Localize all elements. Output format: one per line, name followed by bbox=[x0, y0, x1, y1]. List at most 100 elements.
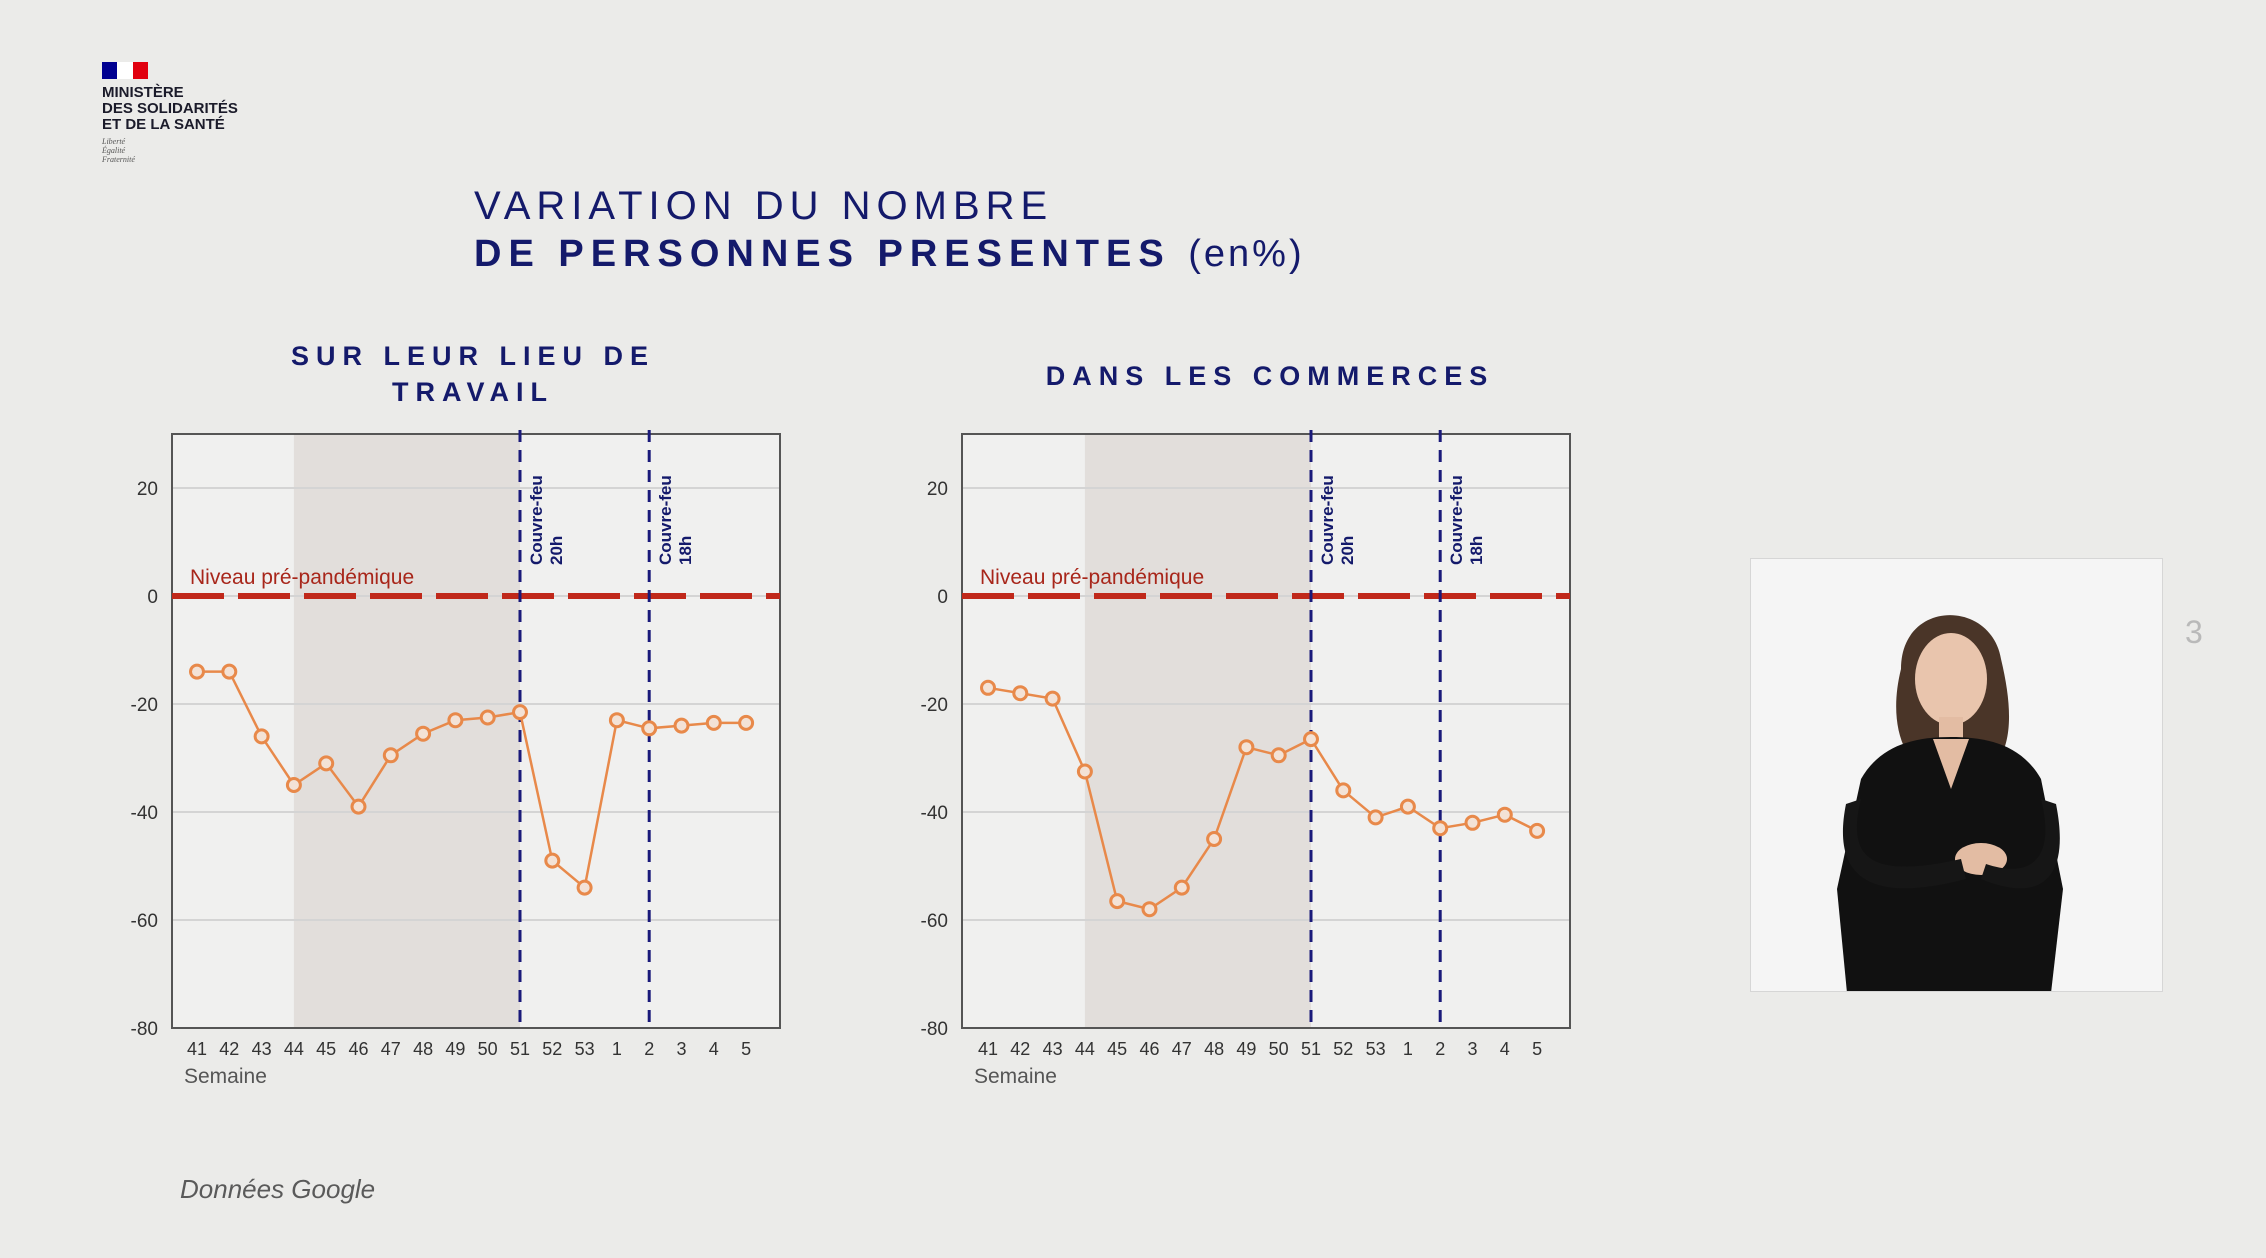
data-point bbox=[1076, 763, 1093, 780]
logo-line: et de la Santé bbox=[102, 116, 225, 133]
curfew-label-line: 20h bbox=[1338, 536, 1357, 565]
curfew-label: Couvre-feu20h bbox=[1318, 475, 1357, 565]
slide-title: VARIATION DU NOMBRE DE PERSONNES PRESENT… bbox=[474, 182, 1305, 278]
data-point bbox=[1529, 822, 1546, 839]
curfew-label: Couvre-feu20h bbox=[527, 475, 566, 565]
x-tick-label: 44 bbox=[1075, 1039, 1095, 1059]
slide-title-line2: DE PERSONNES PRESENTES (en%) bbox=[474, 230, 1305, 278]
y-tick-label: -40 bbox=[131, 803, 158, 824]
data-point bbox=[1173, 879, 1190, 896]
x-tick-label: 41 bbox=[978, 1039, 998, 1059]
x-tick-label: 2 bbox=[644, 1039, 654, 1059]
chart-title-shops: DANS LES COMMERCES bbox=[1045, 361, 1495, 391]
x-tick-label: 50 bbox=[1269, 1039, 1289, 1059]
data-point bbox=[576, 879, 593, 896]
data-point bbox=[641, 720, 658, 737]
motto-line: Liberté bbox=[102, 137, 126, 146]
x-tick-label: 46 bbox=[1139, 1039, 1159, 1059]
x-tick-label: 49 bbox=[1236, 1039, 1256, 1059]
data-point bbox=[1270, 747, 1287, 764]
x-tick-label: 5 bbox=[741, 1039, 751, 1059]
data-point bbox=[1303, 731, 1319, 748]
plot-frame bbox=[171, 433, 781, 1029]
y-tick-label: 20 bbox=[137, 479, 158, 500]
data-point bbox=[544, 852, 561, 869]
curfew-label-line: Couvre-feu bbox=[527, 475, 546, 565]
logo-motto: Liberté Égalité Fraternité bbox=[102, 137, 238, 164]
chart-shops: 20 0 -20 -40 -60 -80 Niveau pré-pandémique Couv… bbox=[921, 430, 1571, 1088]
x-tick-label: 41 bbox=[187, 1039, 207, 1059]
x-tick-label: 4 bbox=[1500, 1039, 1510, 1059]
data-point bbox=[285, 777, 302, 793]
curfew-label-line: 20h bbox=[547, 536, 566, 565]
data-point bbox=[189, 663, 205, 680]
curfew-label-line: Couvre-feu bbox=[656, 475, 675, 565]
data-point bbox=[350, 798, 367, 815]
data-point bbox=[738, 714, 755, 731]
curfew-label-line: Couvre-feu bbox=[1447, 475, 1466, 565]
curfew-label-line: Couvre-feu bbox=[1318, 475, 1337, 565]
x-tick-label: 45 bbox=[1107, 1039, 1127, 1059]
data-point bbox=[382, 747, 399, 764]
x-tick-label: 47 bbox=[1172, 1039, 1192, 1059]
data-point bbox=[1141, 901, 1158, 918]
x-tick-label: 53 bbox=[1366, 1039, 1386, 1059]
x-tick-label: 44 bbox=[284, 1039, 304, 1059]
x-tick-label: 1 bbox=[1403, 1039, 1413, 1059]
x-tick-label: 3 bbox=[1467, 1039, 1477, 1059]
x-tick-label: 2 bbox=[1435, 1039, 1445, 1059]
data-point bbox=[608, 712, 625, 729]
data-point bbox=[221, 663, 238, 680]
data-point bbox=[253, 728, 270, 745]
x-tick-label: 52 bbox=[542, 1039, 562, 1059]
x-tick-label: 5 bbox=[1532, 1039, 1542, 1059]
x-tick-label: 43 bbox=[252, 1039, 272, 1059]
data-point bbox=[1432, 820, 1449, 837]
slide-title-unit: (en%) bbox=[1188, 233, 1305, 275]
data-point bbox=[1367, 809, 1384, 826]
interpreter-figure bbox=[1751, 559, 2162, 991]
data-point bbox=[1109, 893, 1126, 910]
page-number: 3 bbox=[2185, 614, 2203, 650]
data-point bbox=[673, 717, 690, 734]
x-tick-label: 46 bbox=[348, 1039, 368, 1059]
data-point bbox=[1044, 690, 1061, 707]
y-tick-label: -20 bbox=[131, 695, 158, 716]
data-point bbox=[318, 755, 335, 772]
y-tick-label: -20 bbox=[921, 695, 948, 716]
logo-line: des Solidarités bbox=[102, 100, 238, 117]
x-tick-label: 43 bbox=[1043, 1039, 1063, 1059]
chart-work: 20 0 -20 -40 -60 -80 Niveau pré-pandémique Couv… bbox=[131, 430, 781, 1088]
data-point bbox=[1238, 739, 1255, 756]
y-tick-label: -80 bbox=[131, 1019, 158, 1040]
data-point bbox=[479, 709, 496, 726]
motto-line: Égalité bbox=[102, 146, 126, 155]
baseline-label: Niveau pré-pandémique bbox=[980, 566, 1204, 589]
y-tick-label: -60 bbox=[921, 911, 948, 932]
data-point bbox=[512, 704, 528, 721]
sign-language-interpreter-video bbox=[1750, 558, 2163, 992]
x-tick-label: 47 bbox=[381, 1039, 401, 1059]
slide-title-main: DE PERSONNES PRESENTES bbox=[474, 233, 1171, 275]
data-point bbox=[415, 725, 432, 742]
lockdown-shaded-region bbox=[1084, 434, 1311, 1028]
data-point bbox=[1496, 806, 1513, 823]
chart-title-work: SUR LEUR LIEU DE TRAVAIL bbox=[290, 341, 656, 407]
ministry-logo: Ministère des Solidarités et de la Santé… bbox=[102, 62, 238, 164]
x-tick-label: 53 bbox=[575, 1039, 595, 1059]
data-point bbox=[705, 714, 722, 731]
y-tick-label: 0 bbox=[937, 587, 948, 608]
y-tick-label: -80 bbox=[921, 1019, 948, 1040]
curfew-label: Couvre-feu18h bbox=[656, 475, 695, 565]
data-point bbox=[1335, 782, 1352, 799]
x-tick-label: 51 bbox=[510, 1039, 530, 1059]
y-tick-label: -40 bbox=[921, 803, 948, 824]
logo-name: Ministère des Solidarités et de la Santé bbox=[102, 85, 238, 133]
data-point bbox=[1012, 685, 1029, 702]
x-tick-label: 45 bbox=[316, 1039, 336, 1059]
x-axis-label: Semaine bbox=[184, 1065, 267, 1088]
data-point bbox=[447, 712, 464, 729]
data-point bbox=[1206, 831, 1223, 847]
x-tick-label: 4 bbox=[709, 1039, 719, 1059]
